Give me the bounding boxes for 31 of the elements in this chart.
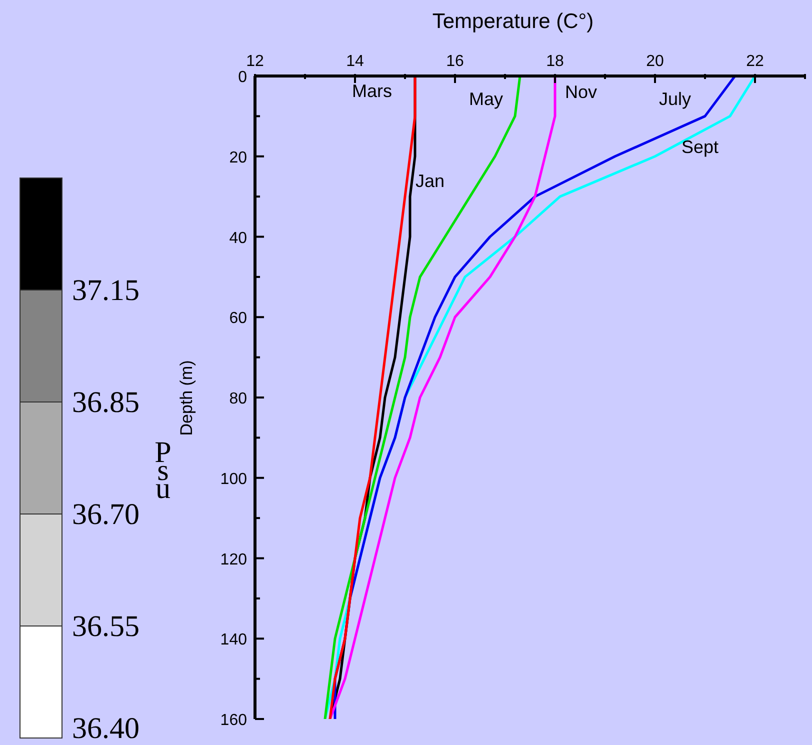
line-series <box>324 76 522 719</box>
y-tick-label: 140 <box>220 632 248 649</box>
y-tick-label: 40 <box>229 230 248 247</box>
color-bar-title: Psu <box>154 436 172 505</box>
x-tick-label: 12 <box>246 53 264 70</box>
y-tick-label: 80 <box>229 390 248 408</box>
x-tick-label: 16 <box>446 53 464 70</box>
text: 36.40 <box>72 712 140 745</box>
y-axis-title: Depth (m) <box>177 360 196 436</box>
x-tick-label: 14 <box>346 53 364 70</box>
series-label: Jan <box>415 171 445 191</box>
y-tick-label: 100 <box>220 470 248 488</box>
text: 36.55 <box>72 610 140 643</box>
chart-title: Temperature (C°) <box>432 10 594 33</box>
series-label: Sept <box>681 137 719 157</box>
series-label: Nov <box>564 82 598 102</box>
x-tick-label: 18 <box>546 53 564 70</box>
text: 36.70 <box>72 498 140 531</box>
series-label: July <box>658 89 692 109</box>
line-series <box>328 76 556 719</box>
text: 36.85 <box>72 386 140 419</box>
text: 37.15 <box>72 274 140 307</box>
y-tick-label: 60 <box>229 310 248 328</box>
x-tick-label: 22 <box>746 53 764 70</box>
y-tick-label: 120 <box>220 551 248 568</box>
y-tick-label: 0 <box>238 69 248 86</box>
y-tick-label: 20 <box>229 149 248 166</box>
y-tick-label: 160 <box>220 712 248 729</box>
series-label: May <box>468 89 504 109</box>
x-tick-label: 20 <box>646 53 664 70</box>
series-label: Mars <box>352 81 392 101</box>
